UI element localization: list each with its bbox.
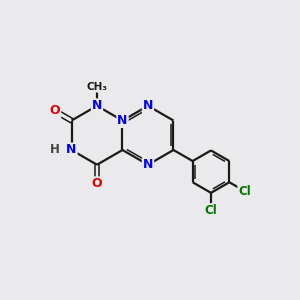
Text: O: O: [50, 104, 60, 118]
Text: N: N: [92, 99, 102, 112]
Text: Cl: Cl: [205, 204, 218, 217]
Text: Cl: Cl: [238, 184, 251, 198]
Text: N: N: [143, 99, 153, 112]
Text: CH₃: CH₃: [86, 82, 107, 92]
Text: N: N: [143, 158, 153, 171]
Text: N: N: [117, 114, 128, 127]
Text: O: O: [92, 177, 102, 190]
Text: N: N: [66, 143, 77, 157]
Text: H: H: [50, 143, 60, 157]
